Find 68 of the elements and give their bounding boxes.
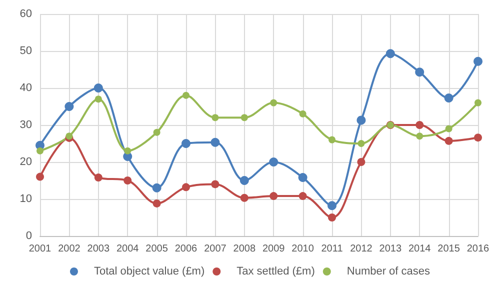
x-tick-label: 2012 [350, 244, 373, 254]
point [357, 158, 366, 166]
point [152, 183, 162, 192]
point [36, 172, 44, 181]
point [444, 136, 453, 145]
y-tick-label: 50 [20, 45, 32, 57]
point [94, 96, 102, 103]
point [64, 102, 74, 111]
point [445, 125, 452, 132]
point [153, 128, 160, 136]
point [240, 114, 248, 122]
x-tick-label: 2011 [321, 244, 344, 254]
x-tick-label: 2008 [233, 244, 256, 254]
x-tick-label: 2015 [438, 244, 460, 254]
point [328, 214, 336, 222]
point [298, 192, 307, 200]
x-tick-label: 2005 [146, 244, 168, 254]
point [416, 121, 424, 129]
point [124, 147, 132, 154]
x-tick-label: 2010 [292, 244, 314, 254]
x-tick-label: 2009 [262, 244, 286, 254]
point [328, 201, 336, 210]
point [182, 92, 190, 99]
point [270, 99, 278, 106]
point [94, 84, 103, 92]
point [211, 180, 220, 188]
y-tick-label: 0 [26, 230, 32, 242]
point [240, 194, 248, 202]
point [474, 56, 482, 66]
x-tick-label: 2002 [58, 244, 81, 254]
point [474, 99, 482, 106]
y-tick-label: 30 [20, 119, 32, 131]
y-tick-label: 10 [20, 193, 32, 205]
point [474, 134, 482, 142]
point [182, 139, 190, 148]
x-tick-label: 2013 [379, 244, 402, 254]
point [444, 93, 454, 102]
point [240, 176, 249, 185]
point [270, 192, 278, 200]
point [356, 116, 366, 125]
point [94, 174, 102, 182]
x-tick-label: 2003 [87, 244, 110, 254]
point [299, 110, 306, 118]
point [386, 49, 395, 58]
point [182, 183, 190, 192]
point [36, 147, 44, 154]
point [210, 138, 220, 147]
point [152, 199, 161, 208]
point [358, 140, 365, 147]
x-tick-label: 2014 [408, 244, 432, 254]
point [269, 158, 278, 166]
point [328, 136, 336, 144]
y-tick-label: 20 [20, 156, 32, 168]
legend-label: Number of cases [346, 266, 431, 278]
point [415, 68, 424, 77]
x-tick-label: 2016 [466, 244, 490, 254]
y-tick-label: 60 [20, 8, 32, 20]
point [124, 176, 132, 184]
x-tick-label: 2001 [28, 244, 52, 254]
point [212, 114, 219, 122]
x-tick-label: 2006 [174, 244, 198, 254]
y-tick-label: 40 [20, 82, 32, 94]
x-tick-label: 2004 [116, 244, 140, 254]
legend-label: Total object value (£m) [94, 266, 205, 278]
point [416, 132, 424, 140]
x-tick-label: 2007 [204, 244, 227, 254]
legend-label: Tax settled (£m) [236, 266, 315, 278]
point [298, 173, 308, 182]
